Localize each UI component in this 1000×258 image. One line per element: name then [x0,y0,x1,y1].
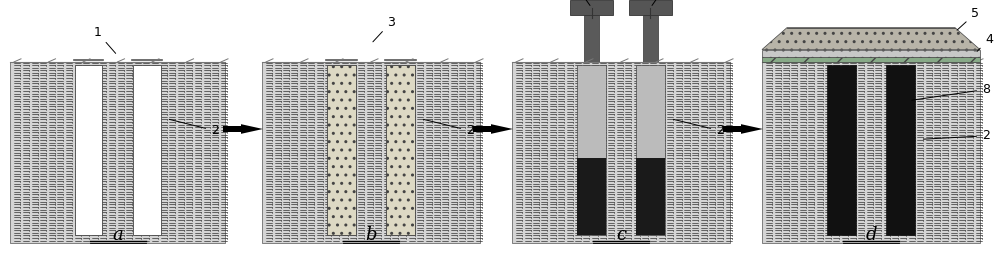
Text: 7: 7 [652,0,669,5]
Text: 2: 2 [169,119,219,137]
Text: 2: 2 [923,129,990,142]
Text: 5: 5 [957,7,979,30]
Bar [577,64,606,235]
Bar [762,50,980,57]
Bar [327,64,356,235]
Bar [133,64,160,235]
Polygon shape [241,124,263,134]
Polygon shape [491,124,513,134]
Text: 8: 8 [912,83,990,100]
Polygon shape [762,28,980,50]
Bar [629,0,672,15]
Bar [577,158,606,235]
Bar [643,15,658,62]
Text: a: a [112,226,123,244]
Bar [10,62,225,243]
Bar [262,62,480,243]
Bar [386,64,415,235]
Bar [762,62,980,243]
Bar [886,64,915,235]
Polygon shape [741,124,763,134]
Text: b: b [365,226,377,244]
Bar [723,126,746,132]
Text: 6: 6 [573,0,590,5]
Bar [223,126,246,132]
Bar [584,15,599,62]
Bar [512,62,730,243]
Text: 2: 2 [423,119,474,137]
Bar [827,64,856,235]
Bar [473,126,496,132]
Bar [636,64,665,235]
Bar [762,57,980,62]
Text: 3: 3 [373,16,395,42]
Bar [75,64,102,235]
Text: 4: 4 [977,33,993,51]
Bar [636,158,665,235]
Text: 2: 2 [673,119,724,137]
Bar [570,0,613,15]
Text: 1: 1 [94,26,116,53]
Text: c: c [616,226,626,244]
Text: d: d [865,226,877,244]
